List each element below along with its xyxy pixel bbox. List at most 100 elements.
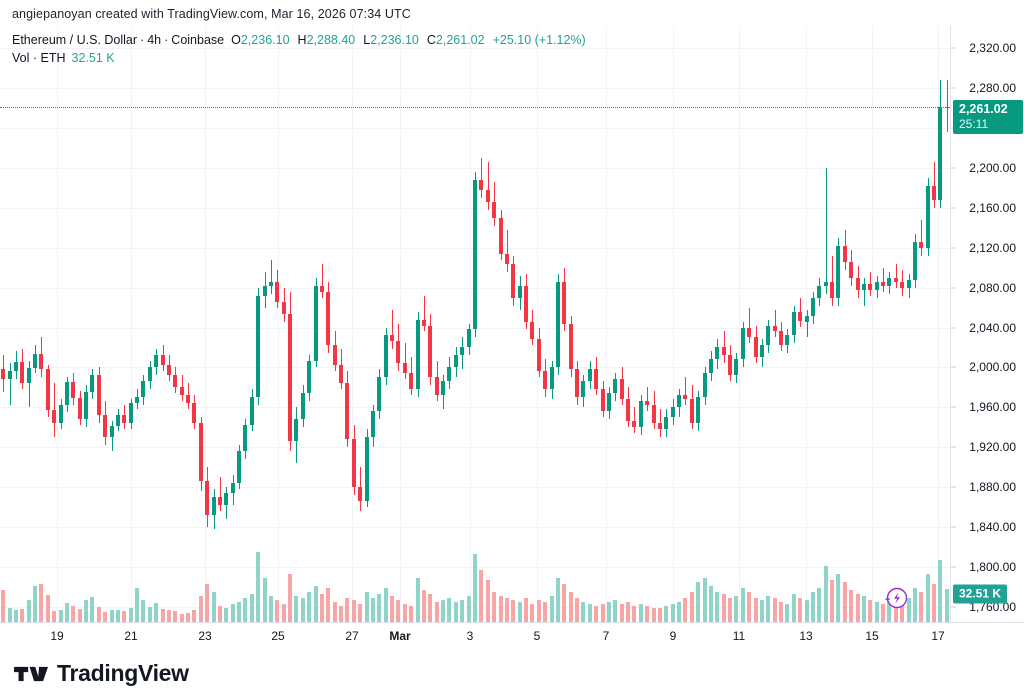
volume-bar (231, 604, 235, 622)
price-tick-label: 1,840.00 (969, 520, 1016, 535)
volume-bar (396, 600, 400, 622)
volume-bar (766, 596, 770, 622)
ai-sparkle-icon[interactable] (882, 585, 908, 611)
volume-bar (52, 611, 56, 622)
price-tick-label: 2,280.00 (969, 80, 1016, 95)
price-tick-label: 2,120.00 (969, 240, 1016, 255)
ai-sparkle-svg (884, 587, 908, 609)
volume-bar (224, 608, 228, 622)
volume-bar (103, 612, 107, 622)
candle-body (447, 367, 451, 382)
candle-body (314, 285, 318, 362)
volume-bar (154, 603, 158, 622)
candle-body (658, 423, 662, 430)
price-tick-label: 2,160.00 (969, 200, 1016, 215)
time-tick-label: 3 (466, 629, 474, 643)
volume-bar (486, 580, 490, 622)
price-tick-label: 1,800.00 (969, 560, 1016, 575)
candle-wick (488, 161, 489, 210)
price-tick-mark (951, 47, 956, 49)
volume-bar (938, 560, 942, 622)
volume-bar (524, 598, 528, 622)
candle-body (830, 281, 834, 298)
candle-body (715, 347, 719, 360)
candle-body (199, 423, 203, 482)
candle-body (141, 381, 145, 398)
candle-body (173, 375, 177, 388)
current-price-badge[interactable]: 2,261.02 25:11 (953, 99, 1023, 134)
candle-body (352, 439, 356, 488)
chart-plot-area[interactable] (0, 26, 950, 622)
candle-body (550, 367, 554, 390)
volume-bar (613, 600, 617, 622)
candle-body (396, 341, 400, 364)
footer: TradingView (0, 648, 1024, 699)
volume-bar (473, 554, 477, 622)
volume-bar (626, 602, 630, 622)
candle-body (384, 335, 388, 378)
price-tick-label: 1,920.00 (969, 440, 1016, 455)
price-tick-label: 2,080.00 (969, 280, 1016, 295)
candle-body (256, 295, 260, 398)
candle-body (46, 369, 50, 411)
grid-line-horizontal (0, 447, 950, 449)
price-axis[interactable]: 2,320.002,280.002,240.002,200.002,160.00… (950, 26, 1024, 622)
candle-body (371, 411, 375, 438)
candle-body (269, 281, 273, 286)
candle-body (441, 381, 445, 396)
volume-bar (161, 609, 165, 622)
grid-line-vertical (806, 26, 807, 622)
candle-body (288, 313, 292, 442)
volume-bar (90, 597, 94, 622)
time-tick-label: 7 (602, 629, 610, 643)
volume-bar (269, 596, 273, 622)
volume-bar (345, 598, 349, 622)
volume-value-badge[interactable]: 32.51 K (953, 584, 1008, 604)
candle-body (224, 493, 228, 506)
candle-body (110, 426, 114, 438)
candle-body (811, 297, 815, 316)
volume-bar (135, 588, 139, 622)
grid-line-vertical (278, 26, 279, 622)
volume-bar (141, 600, 145, 622)
candle-body (677, 395, 681, 408)
volume-bar (275, 600, 279, 622)
candle-wick (749, 307, 750, 344)
volume-bar (550, 596, 554, 622)
volume-bar (843, 582, 847, 622)
volume-bar (435, 602, 439, 622)
candle-body (562, 281, 566, 324)
grid-line-horizontal (0, 487, 950, 489)
volume-bar (575, 598, 579, 622)
volume-bar (403, 604, 407, 622)
volume-bar (441, 600, 445, 622)
volume-bar (703, 578, 707, 622)
volume-bar (677, 602, 681, 622)
volume-bar (849, 590, 853, 622)
candle-body (926, 185, 930, 248)
candle-wick (220, 477, 221, 512)
candle-body (320, 285, 324, 292)
volume-bar (932, 584, 936, 622)
candle-body (856, 277, 860, 290)
candle-body (556, 281, 560, 368)
volume-bar (811, 592, 815, 622)
candle-wick (647, 387, 648, 412)
volume-bar (696, 582, 700, 622)
candle-body (409, 373, 413, 390)
candle-body (243, 425, 247, 452)
grid-line-vertical (872, 26, 873, 622)
candle-body (887, 277, 891, 286)
price-tick-mark (951, 247, 956, 249)
grid-line-vertical (352, 26, 353, 622)
candle-wick (424, 295, 425, 332)
volume-bar (422, 590, 426, 622)
candle-wick (392, 309, 393, 350)
candle-body (161, 355, 165, 366)
time-axis[interactable]: 19 21 23 25 27 Mar 3 5 7 9 11 13 15 17 (0, 622, 1024, 648)
candle-body (59, 405, 63, 424)
volume-bar (530, 604, 534, 622)
candle-wick (405, 343, 406, 380)
grid-line-vertical (606, 26, 607, 622)
current-price-line (0, 106, 950, 108)
